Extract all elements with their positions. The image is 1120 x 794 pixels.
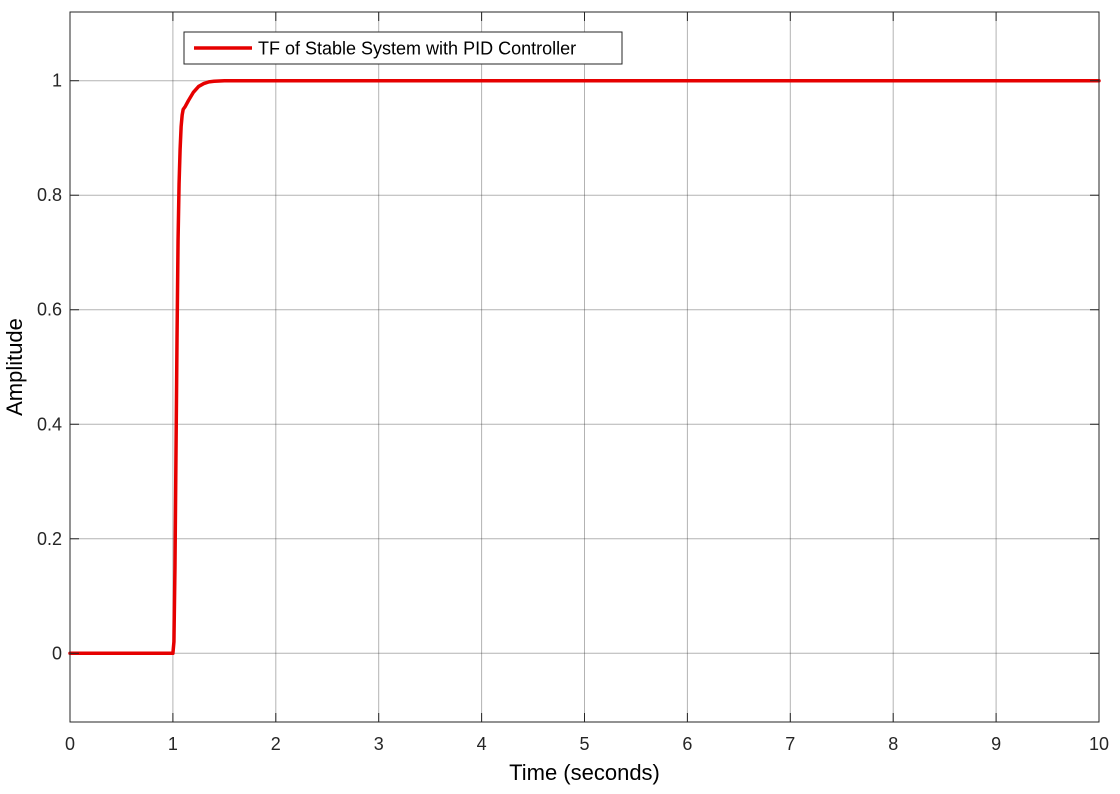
y-tick-label: 0.6 bbox=[37, 300, 62, 320]
y-tick-label: 0.2 bbox=[37, 529, 62, 549]
series-layer bbox=[68, 78, 1101, 656]
x-tick-label: 0 bbox=[65, 734, 75, 754]
ticks-layer: 0 1 2 3 4 5 6 7 8 9 10 0 0.2 0.4 0.6 0.8 1 bbox=[37, 12, 1109, 754]
y-tick-label: 0.8 bbox=[37, 185, 62, 205]
legend: TF of Stable System with PID Controller bbox=[183, 31, 623, 65]
series-line bbox=[68, 78, 1101, 656]
legend-box bbox=[183, 31, 623, 65]
y-tick-label: 0 bbox=[52, 643, 62, 663]
x-tick-label: 2 bbox=[271, 734, 281, 754]
x-tick-label: 6 bbox=[682, 734, 692, 754]
x-tick-label: 8 bbox=[888, 734, 898, 754]
x-tick-label: 5 bbox=[579, 734, 589, 754]
y-tick-label: 1 bbox=[52, 71, 62, 91]
x-tick-label: 7 bbox=[785, 734, 795, 754]
x-tick-label: 3 bbox=[374, 734, 384, 754]
legend-entry-label: TF of Stable System with PID Controller bbox=[258, 39, 576, 59]
x-tick-label: 4 bbox=[477, 734, 487, 754]
y-tick-label: 0.4 bbox=[37, 414, 62, 434]
x-axis-label: Time (seconds) bbox=[509, 760, 660, 785]
y-axis-label: Amplitude bbox=[2, 318, 27, 416]
x-tick-label: 10 bbox=[1089, 734, 1109, 754]
x-tick-label: 9 bbox=[991, 734, 1001, 754]
plot-area bbox=[70, 12, 1099, 722]
x-tick-label: 1 bbox=[168, 734, 178, 754]
